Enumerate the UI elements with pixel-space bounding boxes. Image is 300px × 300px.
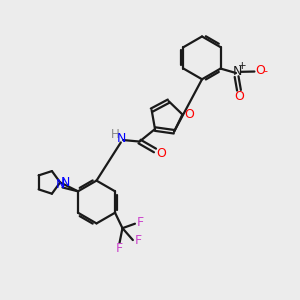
Text: O: O (156, 147, 166, 160)
Text: N: N (61, 176, 70, 189)
Text: N: N (56, 178, 65, 191)
Text: O: O (255, 64, 265, 77)
Text: O: O (234, 90, 244, 103)
Text: N: N (117, 132, 126, 145)
Text: -: - (264, 66, 268, 76)
Text: F: F (116, 242, 123, 255)
Text: H: H (110, 128, 119, 141)
Text: F: F (137, 216, 144, 229)
Text: F: F (135, 234, 142, 247)
Text: N: N (233, 65, 242, 78)
Text: +: + (238, 61, 247, 71)
Text: O: O (184, 108, 194, 121)
